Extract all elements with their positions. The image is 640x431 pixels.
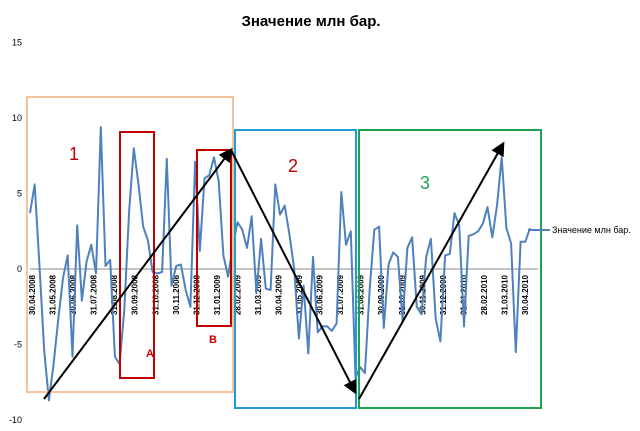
x-tick-label: 31.07.2008 [90,274,99,315]
box-1-label: 1 [69,144,79,164]
x-axis-tick-labels: 30.04.2008 31.05.2008 30.06.2008 31.07.2008… [28,274,530,315]
x-tick-label: 31.03.2010 [500,274,509,315]
y-tick-label: 10 [12,113,22,123]
x-tick-label: 30.04.2008 [28,274,37,315]
y-tick-label: 0 [17,264,22,274]
x-tick-label: 31.05.2008 [49,274,58,315]
x-tick-label: 31.10.2008 [151,274,160,315]
chart-title: Значение млн бар. [241,13,380,30]
x-tick-label: 31.01.2009 [213,274,222,315]
arrow-up-3 [358,141,505,400]
x-tick-label: 31.03.2009 [254,274,263,315]
arrow-up-1 [43,147,233,400]
y-tick-label: -10 [9,415,22,425]
x-tick-label: 30.04.2010 [521,274,530,315]
x-tick-label: 31.01.2010 [459,274,468,315]
x-tick-label: 30.06.2008 [69,274,78,315]
series-line [29,126,531,402]
box-3 [358,129,542,409]
box-b [196,149,232,327]
x-tick-label: 30.11.2008 [172,274,181,314]
box-a-label: A [146,348,154,360]
x-tick-label: 28.02.2010 [480,274,489,315]
x-tick-label: 31.05.2009 [295,274,304,315]
y-tick-label: 15 [12,38,22,48]
box-2 [234,129,357,409]
x-tick-label: 31.10.2009 [398,274,407,315]
x-tick-label: 31.08.2008 [110,274,119,315]
x-tick-label: 30.09.2008 [131,274,140,315]
box-a [119,131,155,379]
y-axis-ticks: 15 10 5 0 -5 -10 [9,38,22,426]
box-1 [26,96,234,393]
x-tick-label: 31.08.2009 [357,274,366,315]
box-b-label: B [209,334,217,346]
box-2-label: 2 [288,156,298,176]
x-tick-label: 30.06.2009 [316,274,325,315]
arrow-down-2 [230,149,357,395]
box-3-label: 3 [420,173,430,193]
x-tick-label: 28.02.2009 [233,274,242,315]
y-tick-label: -5 [14,340,22,350]
x-tick-label: 30.04.2009 [275,274,284,315]
legend-label: Значение млн бар. [552,225,631,235]
y-tick-label: 5 [17,189,22,199]
x-tick-label: 31.07.2009 [336,274,345,315]
